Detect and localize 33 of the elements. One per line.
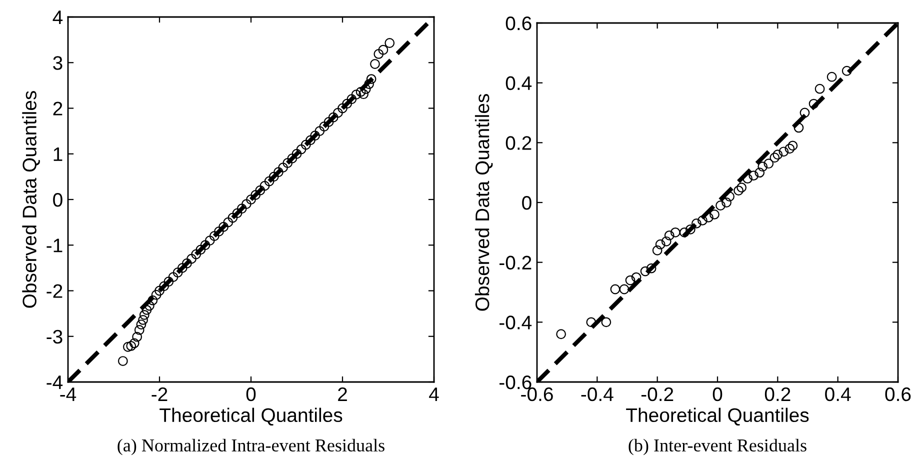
y-axis-title: Observed Data Quantiles (474, 94, 493, 311)
y-tick-label: -0.6 (500, 375, 532, 390)
x-tick-label: -2 (152, 387, 168, 401)
x-tick-label: 0.4 (825, 387, 851, 402)
y-tick-label: 2 (53, 102, 62, 116)
x-tick-label: 0.6 (885, 387, 911, 402)
x-tick-label: 0.2 (764, 387, 790, 402)
y-tick-label: 0.4 (506, 76, 532, 90)
x-axis-title: Theoretical Quantiles (626, 408, 809, 426)
y-tick-label: 0.6 (506, 16, 532, 30)
x-tick-label: 0 (712, 387, 722, 402)
x-tick-label: 0 (246, 387, 256, 402)
y-tick-label: 0 (522, 196, 532, 210)
y-tick-label: -3 (46, 330, 62, 344)
x-tick-label: -0.2 (641, 387, 674, 402)
x-tick-label: -0.4 (581, 387, 614, 402)
y-tick-label: 0.2 (506, 136, 532, 150)
x-tick-label: 4 (429, 388, 439, 401)
x-tick-label: -0.6 (521, 387, 553, 402)
y-tick-label: 1 (54, 148, 62, 161)
x-axis-title: Theoretical Quantiles (160, 408, 342, 426)
y-tick-label: 4 (52, 10, 63, 24)
y-tick-label: 3 (53, 56, 62, 70)
y-tick-label: 0 (53, 192, 62, 207)
y-tick-label: -2 (46, 284, 62, 298)
y-tick-label: -0.2 (500, 256, 532, 270)
y-axis-title: Observed Data Quantiles (22, 91, 40, 308)
x-tick-label: 2 (338, 387, 347, 401)
text: (a) Normalized Intra-event Residuals (118, 438, 384, 456)
y-tick-label: -4 (46, 376, 63, 390)
y-tick-label: -1 (46, 238, 62, 252)
text: (b) Inter-event Residuals (628, 438, 806, 456)
y-tick-label: -0.4 (500, 316, 532, 330)
